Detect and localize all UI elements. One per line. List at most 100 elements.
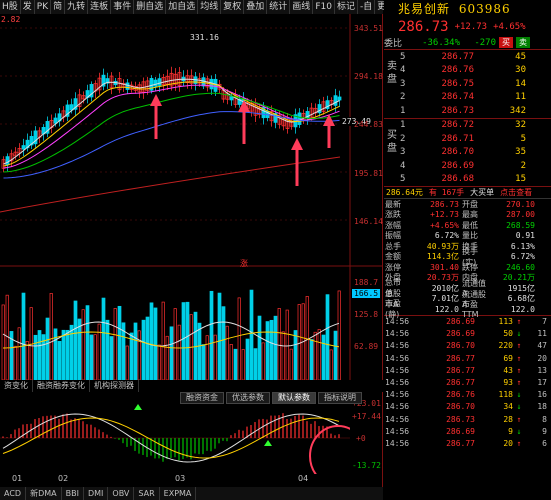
tab-institution-detector[interactable]: 机构探测器 <box>90 380 139 392</box>
toolbar-item[interactable]: PK <box>33 0 50 14</box>
cross-signal-icon <box>264 440 272 446</box>
tab-dmi[interactable]: DMI <box>84 487 109 500</box>
tab-margin-funds[interactable]: 融资资金 <box>180 392 224 404</box>
macd-chart[interactable] <box>0 402 350 474</box>
tick-volume: 43 <box>503 365 513 375</box>
toolbar-item[interactable]: 均线 <box>197 0 220 14</box>
info-value2: 122.0 <box>510 304 535 314</box>
stock-name: 兆易创新 <box>398 2 451 16</box>
toolbar-item[interactable]: 删自选 <box>133 0 165 14</box>
info-key: 外盘 <box>385 273 401 283</box>
volume-bar <box>65 329 70 380</box>
candle-body <box>125 82 130 90</box>
toolbar-item[interactable]: 事件 <box>110 0 133 14</box>
volume-bar <box>169 326 174 380</box>
volume-bar <box>33 334 38 380</box>
book-row[interactable]: 2 286.74 11 <box>384 91 551 105</box>
book-row[interactable]: 3 286.75 14 <box>384 77 551 91</box>
buy-button[interactable]: 买 <box>499 37 513 48</box>
tick-row: 14:56 286.69 113 ↑ 7 <box>384 316 551 328</box>
toolbar-item[interactable]: 加自选 <box>165 0 197 14</box>
tab-new-dma[interactable]: 新DMA <box>26 487 62 500</box>
book-row[interactable]: 1 286.73 342 <box>384 104 551 118</box>
candle-body <box>161 77 166 86</box>
tick-direction-icon: ↑ <box>516 353 522 363</box>
toolbar-item[interactable]: H股 <box>2 2 18 12</box>
tick-volume: 118 <box>498 390 513 400</box>
book-row[interactable]: 5 286.68 15 <box>384 173 551 187</box>
volume-bar <box>245 338 250 380</box>
tab-sar[interactable]: SAR <box>134 487 160 500</box>
candle-body <box>29 136 34 146</box>
info-row: 市盈(静) 122.0 市盈TTM 122.0 <box>384 299 551 319</box>
book-price: 286.75 <box>441 78 474 89</box>
volume-bar <box>309 339 314 380</box>
tick-count: 18 <box>537 402 547 412</box>
book-level: 3 <box>400 147 406 158</box>
tab-bbi[interactable]: BBI <box>62 487 84 500</box>
info-value: 7.01亿 <box>431 294 459 304</box>
tab-indicator-help[interactable]: 指标说明 <box>318 392 362 404</box>
toolbar-item[interactable]: 统计 <box>266 0 289 14</box>
buy-side-label: 买盘 <box>387 129 397 154</box>
x-tick-03: 03 <box>175 474 186 483</box>
tick-count: 13 <box>537 365 547 375</box>
book-row[interactable]: 3 286.70 35 <box>384 146 551 160</box>
toolbar-item[interactable]: F10 <box>312 0 334 14</box>
tick-time: 14:56 <box>385 438 410 448</box>
sell-button[interactable]: 卖 <box>516 37 530 48</box>
book-price: 286.70 <box>441 147 474 158</box>
kline-chart[interactable] <box>0 14 383 380</box>
indicator-tabs: 资变化 融资融券变化 机构探测器 <box>0 380 383 392</box>
ma30-line <box>3 92 340 173</box>
volume-bar <box>241 349 245 380</box>
book-volume: 5 <box>520 133 526 144</box>
tab-capital-change[interactable]: 资变化 <box>0 380 33 392</box>
toolbar-item[interactable]: 发 <box>19 0 34 14</box>
book-price: 286.71 <box>441 133 474 144</box>
toolbar-item[interactable]: 连板 <box>87 0 110 14</box>
volume-bar <box>157 344 161 380</box>
book-row[interactable]: 1 286.72 32 <box>384 119 551 133</box>
book-row[interactable]: 2 286.71 5 <box>384 132 551 146</box>
big-order-note: 大买单 <box>470 188 495 197</box>
toolbar-item[interactable]: 复权 <box>220 0 243 14</box>
info-key: 最新 <box>385 199 401 209</box>
info-value: 6.72% <box>434 231 459 241</box>
tab-default-params[interactable]: 默认参数 <box>272 392 316 404</box>
bottom-indicator-tabs: ACD 新DMA BBI DMI OBV SAR EXPMA <box>0 487 383 500</box>
toolbar-item[interactable]: -自 <box>356 0 374 14</box>
toolbar-item[interactable]: 画线 <box>289 0 312 14</box>
candle-body <box>169 72 174 87</box>
tab-acd[interactable]: ACD <box>0 487 27 500</box>
candle-body <box>13 151 18 157</box>
big-order-link[interactable]: 点击查看 <box>500 188 533 197</box>
tab-margin-change[interactable]: 融资融券变化 <box>33 380 90 392</box>
candle-body <box>149 78 154 91</box>
info-value2: 6.72% <box>510 252 535 262</box>
book-row[interactable]: 4 286.69 2 <box>384 159 551 173</box>
tick-volume: 69 <box>503 353 513 363</box>
tick-direction-icon: ↑ <box>516 378 522 388</box>
book-row[interactable]: 4 286.76 30 <box>384 64 551 78</box>
candle-body <box>269 111 274 122</box>
last-price-tag: 273.49 <box>340 117 373 126</box>
toolbar-item[interactable]: 标记 <box>333 0 357 14</box>
book-volume: 30 <box>515 65 526 76</box>
toolbar-item[interactable]: 九转 <box>64 0 87 14</box>
tab-optimal-params[interactable]: 优选参数 <box>226 392 270 404</box>
ratio-value: -36.34% <box>422 37 460 48</box>
toolbar-item[interactable]: 叠加 <box>243 0 266 14</box>
candle-body <box>9 153 14 162</box>
volume-bar <box>149 302 154 380</box>
tab-expma[interactable]: EXPMA <box>160 487 197 500</box>
arrow-3-arrow-icon <box>291 138 303 150</box>
tab-obv[interactable]: OBV <box>108 487 135 500</box>
tick-time: 14:56 <box>385 426 410 436</box>
book-row[interactable]: 5 286.77 45 <box>384 50 551 64</box>
info-value: 40.93万 <box>426 241 459 251</box>
tick-price: 286.73 <box>446 414 475 424</box>
time-axis: 01 02 03 04 <box>0 474 383 484</box>
toolbar-item[interactable]: 简 <box>50 0 64 14</box>
